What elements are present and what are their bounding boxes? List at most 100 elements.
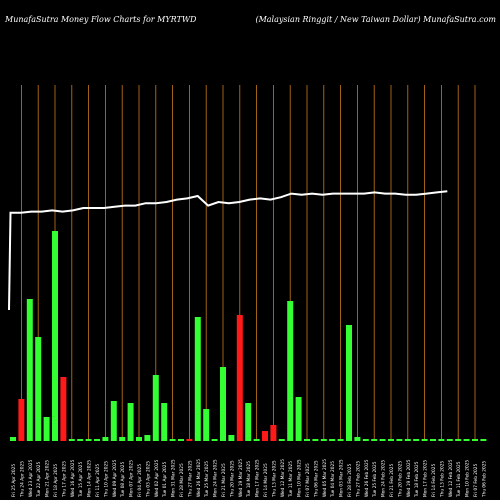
x-tick-label: Mon 21 Apr 2025	[45, 460, 51, 497]
x-tick-label: Wed 16 Apr 2025	[70, 459, 76, 497]
bar	[228, 435, 235, 441]
bar	[178, 439, 184, 441]
bar	[152, 375, 159, 441]
x-tick-label: Wed 05 Mar 2025	[322, 459, 328, 497]
bar	[136, 437, 142, 441]
x-tick-label: Wed 26 Feb 2025	[364, 459, 370, 497]
bar	[68, 439, 75, 441]
x-tick-label: Thu 24 Apr 2025	[19, 461, 25, 498]
x-tick-label: Wed 19 Feb 2025	[406, 459, 412, 497]
x-tick-label: Fri 14 Mar 2025	[263, 463, 269, 497]
x-tick-label: Thu 13 Mar 2025	[271, 460, 277, 498]
bar	[371, 439, 378, 441]
bar	[438, 439, 445, 441]
bar	[480, 439, 487, 441]
bar	[186, 439, 193, 441]
bar	[245, 403, 252, 441]
x-tick-label: Mon 10 Mar 2025	[297, 459, 303, 497]
bar	[430, 439, 436, 441]
bar	[404, 439, 411, 441]
x-tick-label: Mon 10 Feb 2025	[465, 460, 471, 497]
bar	[278, 439, 285, 441]
x-tick-label: Mon 24 Mar 2025	[213, 459, 219, 497]
bar	[354, 437, 361, 441]
bar	[119, 437, 126, 441]
x-tick-label: Tue 15 Apr 2025	[78, 461, 84, 498]
x-tick-label: Tue 11 Feb 2025	[456, 461, 462, 498]
bar	[312, 439, 319, 441]
chart-title: MunafaSutra Money Flow Charts for MYRTWD	[5, 15, 197, 24]
x-tick-label: Mon 17 Feb 2025	[423, 460, 429, 497]
bar	[396, 439, 403, 441]
x-tick-label: Fri 28 Mar 2025	[179, 463, 185, 497]
x-tick-label: Thu 13 Feb 2025	[439, 461, 445, 498]
bar	[85, 439, 92, 441]
x-tick-label: Mon 24 Feb 2025	[381, 460, 387, 497]
x-tick-label: Mon 17 Mar 2025	[255, 459, 261, 497]
bar	[463, 439, 470, 441]
x-tick-label: Tue 01 Apr 2025	[162, 461, 168, 498]
bar	[220, 367, 226, 441]
bar	[236, 315, 243, 441]
bar	[77, 439, 84, 441]
x-tick-label: Wed 23 Apr 2025	[28, 459, 34, 497]
x-tick-label: Fri 21 Feb 2025	[389, 464, 395, 497]
x-tick-label: Wed 09 Apr 2025	[112, 459, 118, 497]
bar	[110, 401, 117, 441]
x-tick-label: Wed 26 Mar 2025	[196, 459, 202, 497]
bar	[295, 397, 302, 441]
x-tick-label: Fri 04 Apr 2025	[137, 464, 143, 497]
bar	[472, 439, 478, 441]
bar	[10, 437, 16, 441]
x-tick-label: Tue 11 Mar 2025	[288, 461, 294, 498]
bar	[413, 439, 420, 441]
bar	[169, 439, 176, 441]
x-tick-label: Fri 18 Apr 2025	[53, 464, 59, 497]
x-tick-label: Tue 08 Apr 2025	[120, 461, 126, 498]
bar	[455, 439, 462, 441]
x-tick-label: Thu 10 Apr 2025	[103, 461, 109, 498]
x-tick-label: Mon 14 Apr 2025	[87, 460, 93, 497]
x-tick-label: Tue 04 Mar 2025	[330, 461, 336, 498]
bar	[26, 299, 33, 441]
bar	[211, 439, 218, 441]
x-tick-label: Thu 06 Feb 2025	[481, 461, 487, 498]
bar	[270, 425, 277, 441]
bar	[337, 439, 344, 441]
x-tick-label: Tue 22 Apr 2025	[36, 461, 42, 498]
bar	[362, 439, 369, 441]
bar	[102, 437, 109, 441]
x-tick-label: Mon 31 Mar 2025	[171, 459, 177, 497]
x-tick-label: Thu 27 Mar 2025	[187, 460, 193, 498]
x-tick-label: Fri 25 Apr 2025	[11, 464, 17, 497]
x-tick-label: Fri 07 Feb 2025	[473, 464, 479, 497]
x-tick-label: Mon 07 Apr 2025	[129, 460, 135, 497]
x-tick-label: Fri 07 Mar 2025	[305, 463, 311, 497]
bar	[52, 231, 58, 441]
bar	[94, 439, 100, 441]
x-tick-label: Mon 03 Mar 2025	[339, 459, 345, 497]
x-tick-label: Tue 18 Mar 2025	[246, 461, 252, 498]
x-tick-label: Tue 18 Feb 2025	[414, 461, 420, 498]
x-tick-label: Wed 02 Apr 2025	[154, 459, 160, 497]
bar	[287, 301, 294, 441]
bar	[329, 439, 336, 441]
x-tick-label: Wed 12 Feb 2025	[448, 459, 454, 497]
bar	[194, 317, 201, 441]
bar	[203, 409, 210, 441]
bar	[127, 403, 134, 441]
price-line	[8, 190, 448, 311]
bar	[43, 417, 50, 441]
x-tick-label: Fri 28 Feb 2025	[347, 464, 353, 497]
bar	[60, 377, 67, 441]
x-tick-label: Wed 12 Mar 2025	[280, 459, 286, 497]
x-tick-label: Thu 20 Feb 2025	[397, 461, 403, 498]
bar	[35, 337, 42, 441]
bar	[18, 399, 25, 441]
x-tick-label: Tue 25 Mar 2025	[204, 461, 210, 498]
bar	[144, 435, 151, 441]
x-tick-label: Tue 25 Feb 2025	[372, 461, 378, 498]
x-tick-label: Thu 03 Apr 2025	[145, 461, 151, 498]
